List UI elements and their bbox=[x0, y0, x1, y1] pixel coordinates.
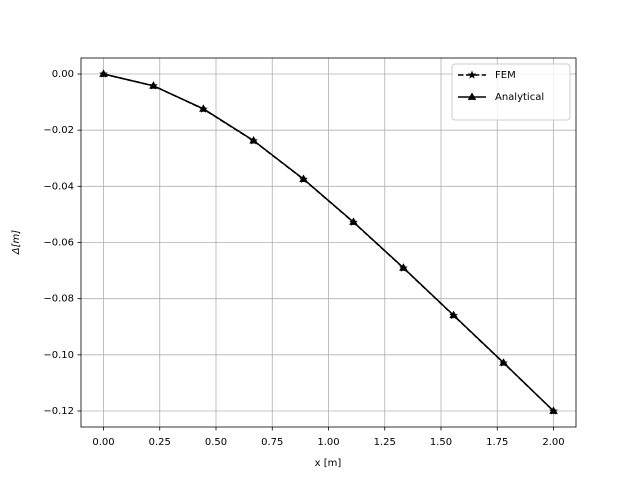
marker bbox=[349, 217, 358, 225]
x-tick-label: 1.75 bbox=[486, 437, 508, 448]
legend-label: Analytical bbox=[495, 92, 544, 103]
marker bbox=[99, 69, 108, 77]
marker bbox=[399, 263, 408, 271]
marker bbox=[499, 358, 508, 366]
marker bbox=[249, 136, 258, 144]
legend-marker bbox=[467, 92, 477, 100]
x-tick-label: 0.25 bbox=[149, 437, 171, 448]
x-tick-label: 0.50 bbox=[205, 437, 227, 448]
y-tick-label: −0.02 bbox=[43, 125, 74, 136]
marker bbox=[149, 81, 158, 89]
marker bbox=[449, 310, 458, 319]
marker bbox=[199, 104, 208, 112]
legend-label: FEM bbox=[495, 70, 516, 81]
plot-frame bbox=[80, 57, 577, 428]
x-tick-label: 0.00 bbox=[92, 437, 114, 448]
x-tick-label: 2.00 bbox=[542, 437, 564, 448]
marker bbox=[549, 406, 558, 414]
x-tick-label: 1.50 bbox=[430, 437, 452, 448]
x-tick-label: 0.75 bbox=[261, 437, 283, 448]
y-tick-label: 0.00 bbox=[52, 69, 74, 80]
x-axis-label: x [m] bbox=[315, 458, 342, 469]
y-axis-label: Δ[m] bbox=[11, 230, 22, 255]
legend-marker bbox=[467, 70, 477, 79]
series-line bbox=[103, 73, 555, 412]
legend-box bbox=[451, 63, 571, 121]
y-tick-label: −0.04 bbox=[43, 181, 74, 192]
y-tick-label: −0.12 bbox=[43, 406, 74, 417]
y-tick-label: −0.08 bbox=[43, 294, 74, 305]
marker bbox=[299, 174, 308, 182]
x-tick-label: 1.25 bbox=[374, 437, 396, 448]
y-tick-label: −0.10 bbox=[43, 350, 74, 361]
x-tick-label: 1.00 bbox=[317, 437, 339, 448]
y-tick-label: −0.06 bbox=[43, 238, 74, 249]
legend: FEM Analytical bbox=[451, 63, 571, 121]
